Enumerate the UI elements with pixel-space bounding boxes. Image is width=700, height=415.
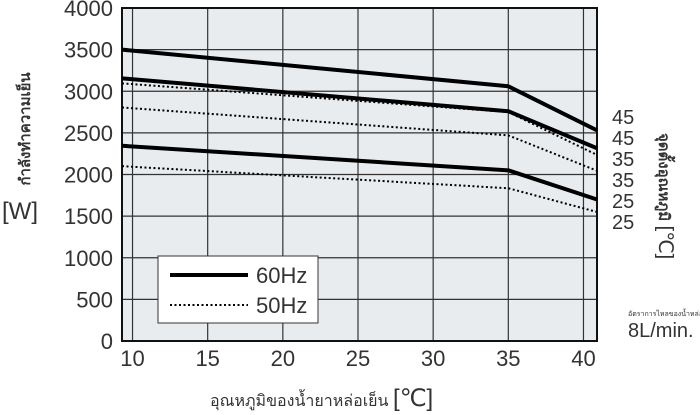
series-line-50Hz xyxy=(121,106,598,172)
y-tick-label: 3500 xyxy=(64,38,113,63)
right-label: 35 xyxy=(612,170,635,192)
right-label: 35 xyxy=(612,149,635,171)
x-tick-label: 25 xyxy=(346,346,370,371)
y-tick-label: 1500 xyxy=(64,204,113,229)
x-tick-label: 15 xyxy=(195,346,219,371)
right-axis-unit: [℃] xyxy=(654,225,676,260)
flow-note-label: อัตราการไหลของน้ำหล่อเย็น xyxy=(628,311,700,318)
y-tick-label: 2000 xyxy=(64,163,113,188)
right-axis-title: จุดตั้งอุณหภูมิ [℃] xyxy=(652,133,678,259)
y-tick-label: 1000 xyxy=(64,246,113,271)
right-axis-labels: 45 45 35 35 25 25 xyxy=(612,108,646,234)
legend-box xyxy=(157,255,319,324)
flow-note-value: 8L/min. xyxy=(628,320,694,342)
legend-label: 50Hz xyxy=(256,293,307,318)
series-line-60Hz xyxy=(121,47,598,133)
plot-border xyxy=(121,7,598,342)
legend-label: 60Hz xyxy=(256,263,307,288)
series-line-50Hz xyxy=(121,82,598,156)
y-tick-label: 4000 xyxy=(64,0,113,21)
right-label: 25 xyxy=(612,212,635,234)
y-tick-label: 3000 xyxy=(64,79,113,104)
y-axis-unit: [W] xyxy=(2,198,38,225)
y-tick-label: 500 xyxy=(76,287,113,312)
x-axis-title: อุณหภูมิของน้ำยาหล่อเย็น [℃] xyxy=(210,384,433,414)
x-tick-label: 30 xyxy=(421,346,445,371)
right-axis-title-text: จุดตั้งอุณหภูมิ xyxy=(655,133,672,222)
x-axis-unit: [℃] xyxy=(392,385,434,412)
right-label: 25 xyxy=(612,191,635,213)
right-label: 45 xyxy=(612,128,635,150)
x-tick-label: 10 xyxy=(120,346,144,371)
x-tick-label: 40 xyxy=(571,346,595,371)
x-axis-title-text: อุณหภูมิของน้ำยาหล่อเย็น xyxy=(210,393,389,410)
x-tick-label: 35 xyxy=(496,346,520,371)
x-tick-label: 20 xyxy=(271,346,295,371)
y-tick-label: 0 xyxy=(101,329,113,354)
right-label: 45 xyxy=(612,107,635,129)
y-tick-label: 2500 xyxy=(64,121,113,146)
series-line-60Hz xyxy=(121,143,598,202)
y-axis-title: กำลังทำความเย็น xyxy=(17,72,34,186)
